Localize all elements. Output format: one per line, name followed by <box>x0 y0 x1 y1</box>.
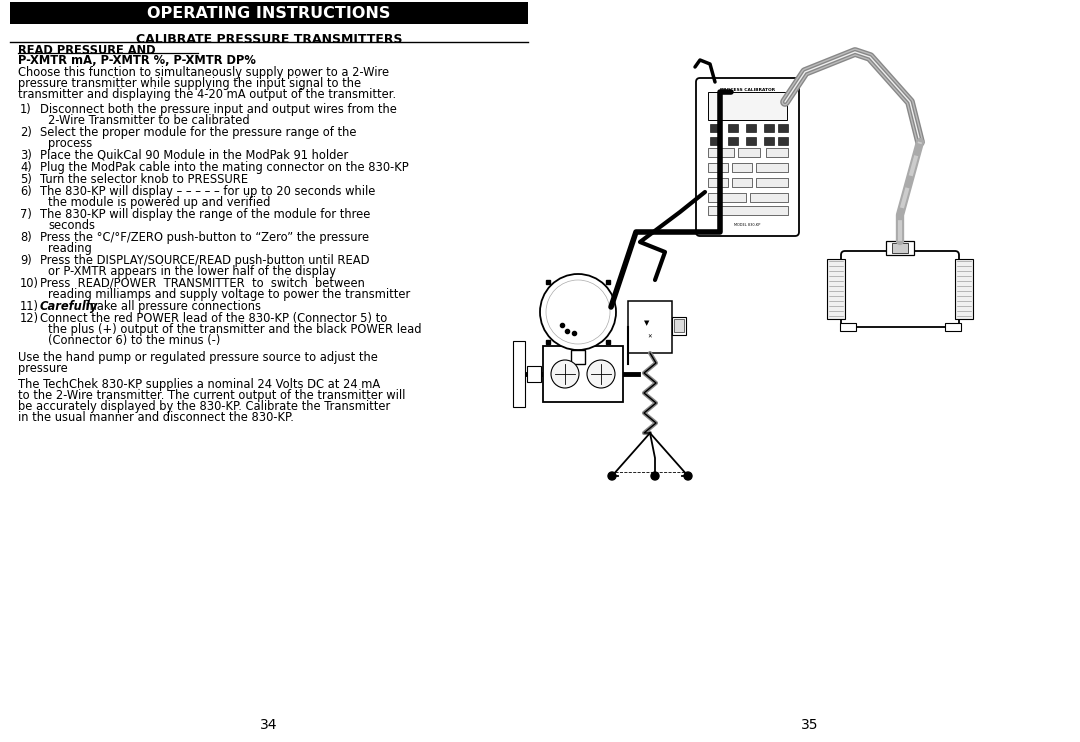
Text: Place the QuikCal 90 Module in the ModPak 91 holder: Place the QuikCal 90 Module in the ModPa… <box>40 149 348 162</box>
Bar <box>708 178 728 187</box>
Bar <box>778 137 788 145</box>
Bar <box>955 259 973 319</box>
Text: the module is powered up and verified: the module is powered up and verified <box>48 196 270 209</box>
Circle shape <box>540 274 616 350</box>
Text: ▼: ▼ <box>645 320 650 326</box>
Text: MODEL 830-KP: MODEL 830-KP <box>734 223 760 227</box>
Text: 35: 35 <box>801 718 819 732</box>
Bar <box>571 350 585 364</box>
Text: process: process <box>48 137 92 150</box>
Text: 2-Wire Transmitter to be calibrated: 2-Wire Transmitter to be calibrated <box>48 114 249 127</box>
Text: 3): 3) <box>21 149 32 162</box>
Text: Select the proper module for the pressure range of the: Select the proper module for the pressur… <box>40 126 356 139</box>
Circle shape <box>608 472 616 480</box>
Text: 12): 12) <box>21 312 39 325</box>
Text: 7): 7) <box>21 208 32 221</box>
Text: be accurately displayed by the 830-KP. Calibrate the Transmitter: be accurately displayed by the 830-KP. C… <box>18 400 390 413</box>
Bar <box>728 124 738 132</box>
Text: reading: reading <box>48 242 92 255</box>
Text: 10): 10) <box>21 277 39 290</box>
Text: 4): 4) <box>21 161 31 174</box>
Text: The TechChek 830-KP supplies a nominal 24 Volts DC at 24 mA: The TechChek 830-KP supplies a nominal 2… <box>18 378 380 391</box>
Text: Plug the ModPak cable into the mating connector on the 830-KP: Plug the ModPak cable into the mating co… <box>40 161 408 174</box>
Bar <box>710 137 720 145</box>
Circle shape <box>651 472 659 480</box>
Text: Choose this function to simultaneously supply power to a 2-Wire: Choose this function to simultaneously s… <box>18 66 389 79</box>
Bar <box>756 163 788 172</box>
Bar <box>672 317 686 335</box>
Bar <box>728 137 738 145</box>
Bar <box>543 346 623 402</box>
Circle shape <box>551 360 579 388</box>
Bar <box>710 124 720 132</box>
Bar <box>527 366 541 382</box>
Text: in the usual manner and disconnect the 830-KP.: in the usual manner and disconnect the 8… <box>18 411 294 424</box>
Bar <box>708 163 728 172</box>
Circle shape <box>684 472 692 480</box>
Bar <box>892 243 908 253</box>
Bar <box>674 319 684 332</box>
Text: pressure transmitter while supplying the input signal to the: pressure transmitter while supplying the… <box>18 77 361 90</box>
Text: (Connector 6) to the minus (-): (Connector 6) to the minus (-) <box>48 334 220 347</box>
Bar <box>764 137 774 145</box>
Text: 9): 9) <box>21 254 31 267</box>
Text: Press the DISPLAY/SOURCE/READ push-button until READ: Press the DISPLAY/SOURCE/READ push-butto… <box>40 254 369 267</box>
FancyBboxPatch shape <box>696 78 799 236</box>
Text: Press  READ/POWER  TRANSMITTER  to  switch  between: Press READ/POWER TRANSMITTER to switch b… <box>40 277 365 290</box>
Text: to the 2-Wire transmitter. The current output of the transmitter will: to the 2-Wire transmitter. The current o… <box>18 389 405 402</box>
Bar <box>945 323 961 331</box>
Circle shape <box>546 280 610 344</box>
Text: 5): 5) <box>21 173 32 186</box>
Text: CALIBRATE PRESSURE TRANSMITTERS: CALIBRATE PRESSURE TRANSMITTERS <box>136 33 402 46</box>
Text: transmitter and displaying the 4-20 mA output of the transmitter.: transmitter and displaying the 4-20 mA o… <box>18 88 396 101</box>
Bar <box>708 148 734 157</box>
Bar <box>10 2 528 24</box>
Text: Use the hand pump or regulated pressure source to adjust the: Use the hand pump or regulated pressure … <box>18 351 378 364</box>
Text: 2): 2) <box>21 126 32 139</box>
Bar <box>732 178 752 187</box>
Text: or P-XMTR appears in the lower half of the display: or P-XMTR appears in the lower half of t… <box>48 265 336 278</box>
Bar <box>708 206 788 215</box>
Text: reading milliamps and supply voltage to power the transmitter: reading milliamps and supply voltage to … <box>48 288 410 301</box>
Text: 1): 1) <box>21 103 31 116</box>
Bar <box>886 241 914 255</box>
Circle shape <box>588 360 615 388</box>
Text: The 830-KP will display – – – – – for up to 20 seconds while: The 830-KP will display – – – – – for up… <box>40 185 376 198</box>
Text: the plus (+) output of the transmitter and the black POWER lead: the plus (+) output of the transmitter a… <box>48 323 421 336</box>
Bar <box>708 193 746 202</box>
Bar <box>766 148 788 157</box>
Bar <box>778 124 788 132</box>
Bar <box>827 259 845 319</box>
Text: pressure: pressure <box>18 362 68 375</box>
Bar <box>513 341 525 407</box>
Bar <box>708 92 787 120</box>
Text: 11): 11) <box>21 300 39 313</box>
Bar <box>746 124 756 132</box>
Bar <box>732 163 752 172</box>
Text: READ PRESSURE AND: READ PRESSURE AND <box>18 44 156 57</box>
Text: Disconnect both the pressure input and output wires from the: Disconnect both the pressure input and o… <box>40 103 396 116</box>
Text: 8): 8) <box>21 231 31 244</box>
Text: make all pressure connections: make all pressure connections <box>82 300 261 313</box>
Text: OPERATING INSTRUCTIONS: OPERATING INSTRUCTIONS <box>147 5 391 21</box>
Bar <box>764 124 774 132</box>
Text: 6): 6) <box>21 185 31 198</box>
Text: ✕: ✕ <box>648 335 652 340</box>
Bar <box>840 323 856 331</box>
Text: P-XMTR mA, P-XMTR %, P-XMTR DP%: P-XMTR mA, P-XMTR %, P-XMTR DP% <box>18 54 256 67</box>
Text: 34: 34 <box>260 718 278 732</box>
FancyBboxPatch shape <box>841 251 959 327</box>
Bar <box>750 193 788 202</box>
Bar <box>738 148 760 157</box>
Bar <box>627 301 672 353</box>
Bar <box>746 137 756 145</box>
Text: Turn the selector knob to PRESSURE: Turn the selector knob to PRESSURE <box>40 173 248 186</box>
Text: The 830-KP will display the range of the module for three: The 830-KP will display the range of the… <box>40 208 370 221</box>
Text: Connect the red POWER lead of the 830-KP (Connector 5) to: Connect the red POWER lead of the 830-KP… <box>40 312 388 325</box>
Text: Carefully: Carefully <box>40 300 98 313</box>
Text: Press the °C/°F/ZERO push-button to “Zero” the pressure: Press the °C/°F/ZERO push-button to “Zer… <box>40 231 369 244</box>
Text: PROCESS CALIBRATOR: PROCESS CALIBRATOR <box>720 88 775 92</box>
Text: seconds: seconds <box>48 219 95 232</box>
Bar <box>756 178 788 187</box>
